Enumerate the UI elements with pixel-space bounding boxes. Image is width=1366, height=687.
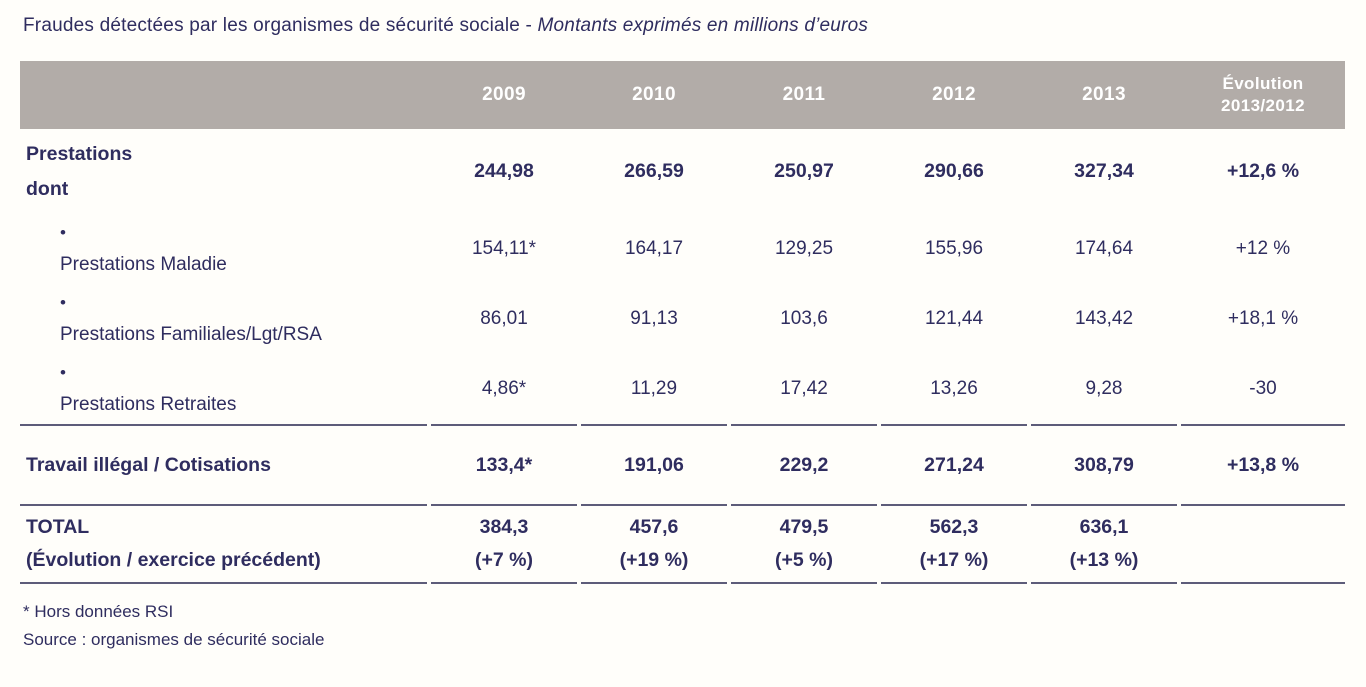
header-cell-evolution: Évolution 2013/2012 — [1181, 61, 1345, 129]
footnote-source: Source : organismes de sécurité sociale — [23, 630, 325, 649]
cell-value: 103,6 — [780, 308, 828, 329]
cell-evolution: -30 — [1249, 378, 1277, 399]
cell-value: 479,5 (+5 %) — [731, 504, 877, 584]
header-cell-2012: 2012 — [932, 84, 976, 105]
cell-value: 155,96 — [924, 238, 984, 259]
row-label: • Prestations Familiales/Lgt/RSA — [60, 292, 322, 345]
table-row-prestations-maladie: • Prestations Maladie 154,11* 164,17 129… — [20, 214, 1345, 284]
cell-evolution: +12,6 % — [1226, 160, 1300, 182]
footnote-rsi: * Hors données RSI — [23, 602, 174, 621]
cell-evolution: +13,8 % — [1181, 424, 1345, 504]
cell-evolution — [1181, 504, 1345, 584]
table-row-prestations-familiales: • Prestations Familiales/Lgt/RSA 86,01 9… — [20, 284, 1345, 354]
cell-value: 271,24 — [881, 424, 1027, 504]
header-cell-empty — [20, 61, 427, 129]
bullet-icon: • — [60, 362, 66, 382]
evolution-header-line2: 2013/2012 — [1221, 96, 1305, 115]
cell-evolution: +12 % — [1235, 238, 1291, 259]
cell-value: 191,06 — [581, 424, 727, 504]
cell-value: 129,25 — [774, 238, 834, 259]
row-label: Travail illégal / Cotisations — [20, 424, 427, 504]
cell-value: 636,1 (+13 %) — [1031, 504, 1177, 584]
row-label: Prestations dont — [26, 143, 133, 200]
page-title: Fraudes détectées par les organismes de … — [23, 15, 1366, 37]
cell-value: 143,42 — [1074, 308, 1134, 329]
cell-evolution: +18,1 % — [1227, 308, 1299, 329]
cell-value: 244,98 — [474, 160, 534, 182]
table-header-row: 2009 2010 2011 2012 2013 Évolution 2013/… — [20, 61, 1345, 129]
cell-value: 562,3 (+17 %) — [881, 504, 1027, 584]
title-separator: - — [520, 15, 538, 36]
header-cell-2013: 2013 — [1082, 84, 1126, 105]
row-label: • Prestations Maladie — [60, 222, 227, 275]
cell-value: 384,3 (+7 %) — [431, 504, 577, 584]
title-subtitle: Montants exprimés en millions d’euros — [537, 15, 869, 36]
cell-value: 17,42 — [780, 378, 828, 399]
cell-value: 121,44 — [924, 308, 984, 329]
cell-value: 154,11* — [471, 238, 537, 259]
cell-value: 290,66 — [924, 160, 984, 182]
cell-value: 174,64 — [1074, 238, 1134, 259]
row-label: TOTAL (Évolution / exercice précédent) — [20, 504, 427, 584]
evolution-header-line1: Évolution — [1222, 73, 1304, 93]
cell-value: 308,79 — [1031, 424, 1177, 504]
header-cell-2011: 2011 — [782, 84, 826, 105]
bullet-icon: • — [60, 222, 66, 242]
bullet-icon: • — [60, 292, 66, 312]
row-label: • Prestations Retraites — [60, 362, 237, 415]
header-cell-2009: 2009 — [482, 84, 526, 105]
table-row-travail-illegal: Travail illégal / Cotisations 133,4* 191… — [20, 424, 1345, 504]
cell-value: 133,4* — [431, 424, 577, 504]
table-row-total: TOTAL (Évolution / exercice précédent) 3… — [20, 504, 1345, 584]
cell-value: 13,26 — [930, 378, 978, 399]
table-row-prestations: Prestations dont 244,98 266,59 250,97 29… — [20, 129, 1345, 214]
cell-value: 266,59 — [624, 160, 684, 182]
cell-value: 4,86* — [481, 378, 527, 399]
cell-value: 250,97 — [774, 160, 834, 182]
cell-value: 229,2 — [731, 424, 877, 504]
cell-value: 11,29 — [630, 378, 678, 399]
title-main: Fraudes détectées par les organismes de … — [23, 15, 521, 36]
cell-value: 457,6 (+19 %) — [581, 504, 727, 584]
cell-value: 86,01 — [480, 308, 528, 329]
footnotes: * Hors données RSI Source : organismes d… — [23, 598, 1366, 654]
fraud-table: 2009 2010 2011 2012 2013 Évolution 2013/… — [20, 61, 1345, 584]
header-cell-2010: 2010 — [632, 84, 676, 105]
cell-value: 164,17 — [624, 238, 684, 259]
cell-value: 9,28 — [1085, 378, 1123, 399]
cell-value: 327,34 — [1074, 160, 1134, 182]
cell-value: 91,13 — [630, 308, 678, 329]
table-row-prestations-retraites: • Prestations Retraites 4,86* 11,29 17,4… — [20, 354, 1345, 424]
